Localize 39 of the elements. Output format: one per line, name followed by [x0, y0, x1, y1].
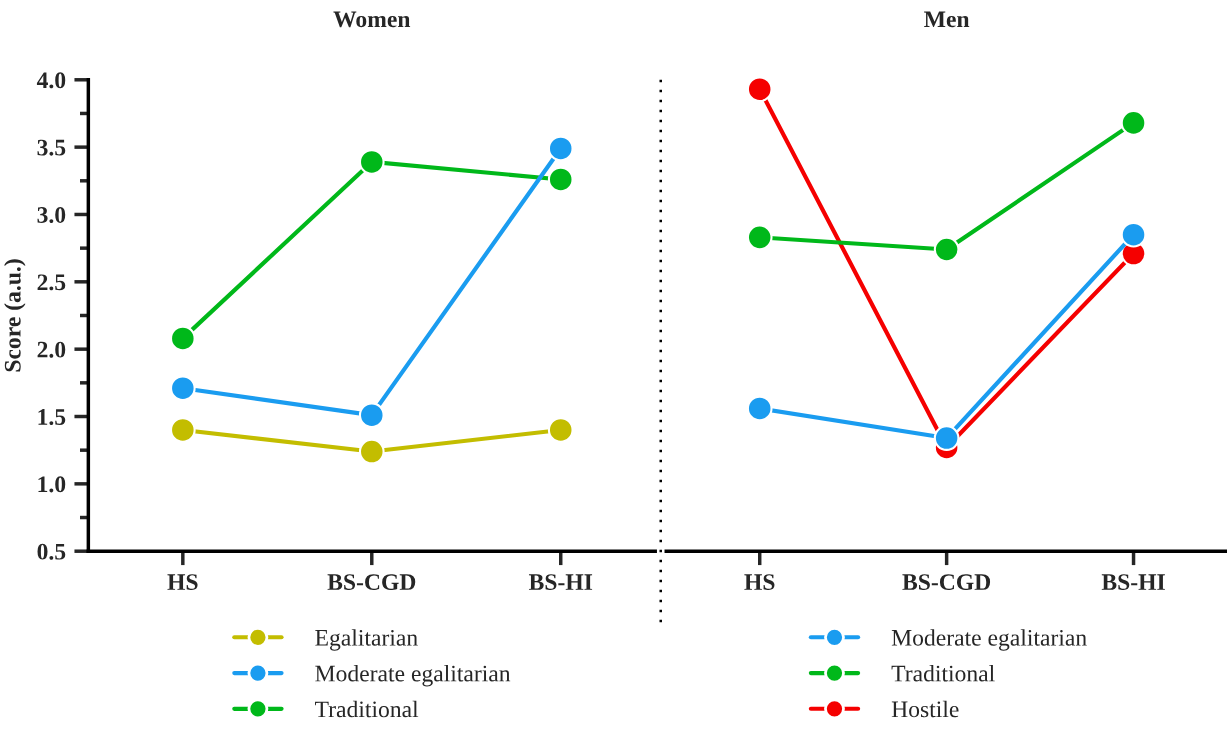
point — [169, 417, 196, 443]
point — [746, 224, 773, 251]
point — [547, 135, 574, 162]
point — [169, 375, 196, 402]
point — [169, 325, 196, 352]
y-tick-label: 3.0 — [37, 206, 66, 223]
y-tick-label: 2.5 — [37, 274, 66, 291]
point — [746, 395, 773, 422]
legend-label: Moderate egalitarian — [315, 664, 511, 687]
chart-title: Women — [333, 11, 411, 28]
y-tick-label: 0.5 — [37, 543, 66, 560]
y-tick-label: 1.5 — [38, 409, 66, 426]
y-axis-title: Score (a.u.) — [4, 259, 26, 372]
legend-label: Egalitarian — [315, 629, 418, 651]
y-tick-label: 3.5 — [37, 139, 66, 156]
y-tick-label: 1.0 — [38, 476, 66, 493]
legend-label: Traditional — [891, 664, 995, 682]
point — [358, 149, 385, 175]
point — [1120, 110, 1147, 136]
x-tick-label: BS-CGD — [327, 574, 416, 591]
x-tick-label: HS — [744, 574, 775, 591]
point — [933, 425, 960, 451]
chart-title: Men — [924, 11, 970, 28]
x-tick-label: HS — [167, 574, 198, 591]
point — [746, 76, 773, 103]
point — [547, 166, 574, 193]
legend-label: Moderate egalitarian — [891, 629, 1087, 651]
point — [547, 417, 574, 443]
point — [933, 236, 960, 263]
x-tick-label: BS-HI — [528, 574, 593, 591]
point — [358, 402, 385, 429]
legend-label: Traditional — [315, 700, 419, 718]
x-tick-label: BS-CGD — [902, 574, 991, 591]
y-tick-label: 2.0 — [37, 341, 66, 358]
legend-label: Hostile — [891, 700, 959, 718]
point — [358, 438, 385, 465]
point — [1120, 221, 1147, 248]
x-tick-label: BS-HI — [1101, 574, 1165, 591]
y-tick-label: 4.0 — [36, 72, 66, 89]
